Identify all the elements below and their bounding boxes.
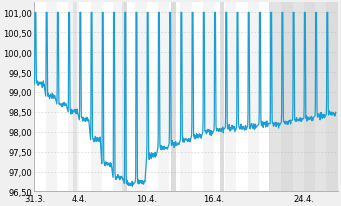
Bar	[269, 4, 338, 192]
Bar	[122, 4, 127, 192]
Bar	[180, 4, 192, 192]
Bar	[293, 4, 304, 192]
Bar	[220, 4, 224, 192]
Bar	[171, 4, 176, 192]
Bar	[248, 4, 259, 192]
Bar	[315, 4, 326, 192]
Bar	[270, 4, 281, 192]
Bar	[135, 4, 147, 192]
Bar	[91, 4, 102, 192]
Bar	[74, 4, 77, 192]
Bar	[203, 4, 214, 192]
Bar	[158, 4, 169, 192]
Bar	[113, 4, 124, 192]
Bar	[46, 4, 57, 192]
Bar	[68, 4, 79, 192]
Bar	[225, 4, 237, 192]
